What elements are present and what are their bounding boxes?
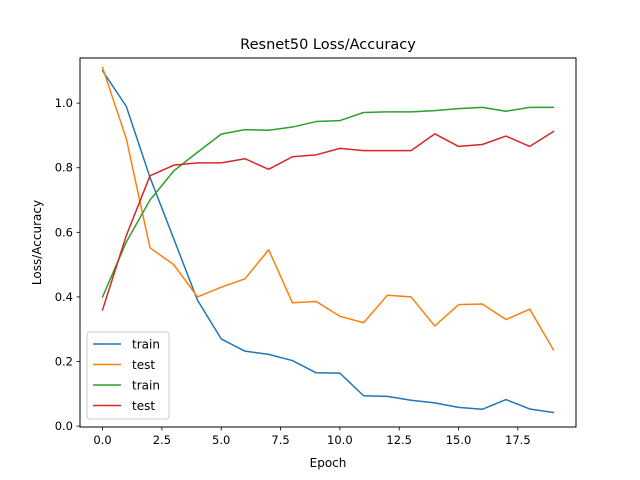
y-axis-label: Loss/Accuracy (30, 200, 44, 285)
x-tick-label-6: 15.0 (446, 433, 472, 447)
legend-label-3: test (132, 399, 155, 413)
x-axis-label: Epoch (310, 456, 347, 470)
series-line-0 (101, 69, 555, 414)
series-layer (101, 66, 555, 414)
y-tick-label-3: 0.6 (55, 225, 73, 239)
y-tick-label-4: 0.8 (55, 161, 73, 175)
y-tick-label-5: 1.0 (55, 96, 73, 110)
legend-box (86, 331, 170, 420)
chart-title: Resnet50 Loss/Accuracy (240, 37, 416, 53)
x-tick-label-5: 12.5 (386, 433, 412, 447)
x-tick-label-0: 0.0 (93, 433, 111, 447)
series-line-1 (101, 66, 555, 351)
x-tick-label-7: 17.5 (505, 433, 531, 447)
y-tick-label-2: 0.4 (55, 290, 73, 304)
series-line-2 (101, 106, 555, 298)
plot-frame (79, 57, 577, 428)
x-tick-label-2: 5.0 (212, 433, 230, 447)
legend-label-0: train (132, 338, 160, 352)
x-tick-label-1: 2.5 (153, 433, 171, 447)
x-tick-label-4: 10.0 (327, 433, 353, 447)
legend: train test train test (86, 331, 170, 420)
x-tick-label-3: 7.5 (271, 433, 289, 447)
legend-label-1: test (132, 358, 155, 372)
y-tick-label-0: 0.0 (55, 419, 73, 433)
legend-label-2: train (132, 379, 160, 393)
series-line-3 (101, 130, 555, 311)
y-tick-label-1: 0.2 (55, 355, 73, 369)
ticks-layer: 0.0 2.5 5.0 7.5 10.0 12.5 15.0 17.5 0.0 0.2 0.4 0.6… (55, 96, 531, 447)
